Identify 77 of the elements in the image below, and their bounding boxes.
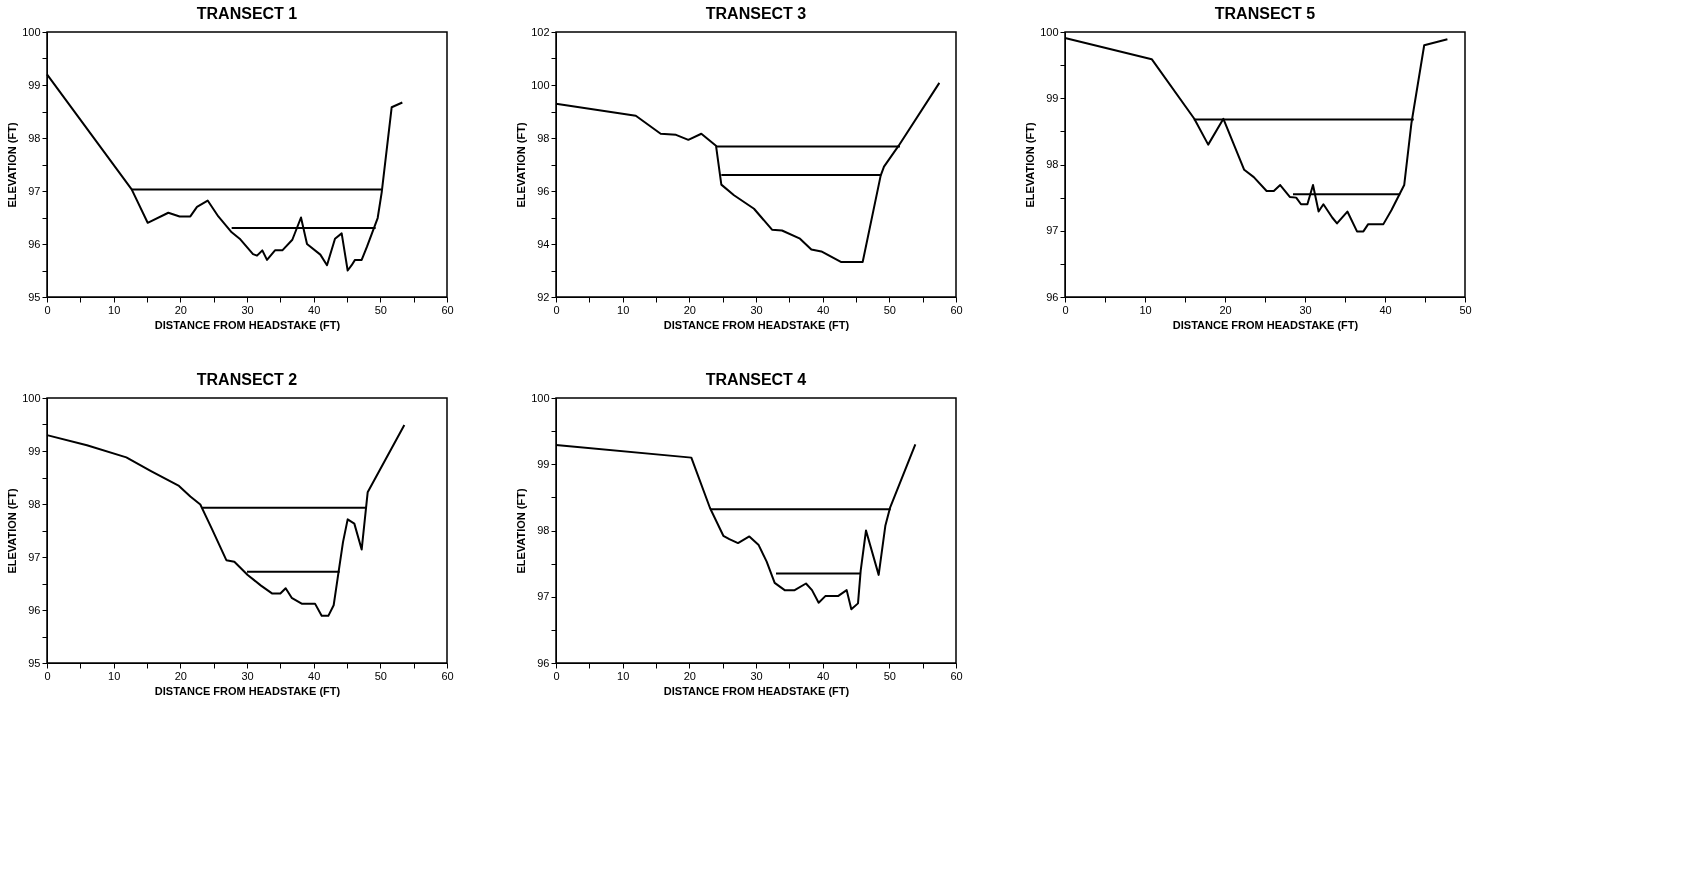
chart-title: TRANSECT 3 [705, 5, 807, 22]
y-tick-label: 99 [1046, 91, 1059, 104]
x-tick-label: 30 [241, 669, 254, 682]
x-tick-label: 40 [1379, 303, 1392, 316]
x-tick-label: 10 [108, 669, 121, 682]
x-tick-label: 0 [44, 303, 51, 316]
y-tick-label: 99 [28, 78, 41, 91]
y-tick-label: 102 [531, 25, 550, 38]
y-axis-title: ELEVATION (FT) [515, 488, 528, 574]
y-tick-label: 96 [28, 603, 41, 616]
x-tick-label: 40 [308, 669, 321, 682]
x-tick-label: 30 [750, 669, 763, 682]
y-tick-label: 100 [22, 391, 41, 404]
y-axis-title: ELEVATION (FT) [515, 122, 528, 208]
x-tick-label: 0 [553, 669, 560, 682]
x-tick-label: 20 [174, 303, 187, 316]
x-tick-label: 50 [1459, 303, 1472, 316]
x-axis-title: DISTANCE FROM HEADSTAKE (FT) [154, 318, 341, 331]
x-tick-label: 20 [1219, 303, 1232, 316]
y-tick-label: 96 [1046, 290, 1059, 303]
x-axis-title: DISTANCE FROM HEADSTAKE (FT) [663, 684, 850, 697]
y-tick-label: 100 [531, 78, 550, 91]
y-tick-label: 98 [537, 524, 550, 536]
x-tick-label: 20 [683, 669, 696, 682]
x-tick-label: 50 [883, 669, 896, 682]
x-tick-label: 50 [374, 303, 387, 316]
y-tick-label: 96 [28, 237, 41, 250]
y-tick-label: 96 [537, 656, 550, 669]
x-axis-title: DISTANCE FROM HEADSTAKE (FT) [154, 684, 341, 697]
x-tick-label: 60 [441, 303, 454, 316]
y-tick-label: 97 [28, 550, 41, 563]
x-tick-label: 60 [950, 303, 963, 316]
x-tick-label: 30 [241, 303, 254, 316]
x-tick-label: 60 [441, 669, 454, 682]
y-tick-label: 92 [537, 290, 550, 303]
x-tick-label: 20 [683, 303, 696, 316]
chart-title: TRANSECT 5 [1214, 5, 1316, 22]
x-tick-label: 40 [308, 303, 321, 316]
x-tick-label: 60 [950, 669, 963, 682]
x-tick-label: 10 [1139, 303, 1152, 316]
y-tick-label: 100 [531, 391, 550, 404]
y-tick-label: 97 [28, 184, 41, 197]
y-tick-label: 99 [537, 457, 550, 470]
y-axis-title: ELEVATION (FT) [6, 488, 19, 574]
y-axis-title: ELEVATION (FT) [6, 122, 19, 208]
x-tick-label: 10 [617, 669, 630, 682]
x-tick-label: 0 [44, 669, 51, 682]
x-tick-label: 10 [108, 303, 121, 316]
x-tick-label: 50 [883, 303, 896, 316]
y-tick-label: 99 [28, 444, 41, 457]
x-tick-label: 40 [817, 303, 830, 316]
y-tick-label: 98 [28, 131, 41, 144]
x-tick-label: 30 [750, 303, 763, 316]
y-tick-label: 96 [537, 184, 550, 197]
chart-title: TRANSECT 4 [705, 371, 807, 388]
y-tick-label: 98 [1046, 158, 1059, 170]
y-tick-label: 98 [537, 131, 550, 144]
x-tick-label: 40 [817, 669, 830, 682]
y-tick-label: 98 [28, 497, 41, 510]
x-tick-label: 10 [617, 303, 630, 316]
x-tick-label: 0 [553, 303, 560, 316]
x-axis-title: DISTANCE FROM HEADSTAKE (FT) [663, 318, 850, 331]
x-tick-label: 20 [174, 669, 187, 682]
chart-title: TRANSECT 2 [196, 371, 298, 388]
y-axis-title: ELEVATION (FT) [1024, 122, 1037, 208]
y-tick-label: 95 [28, 290, 41, 303]
chart-title: TRANSECT 1 [196, 5, 298, 22]
y-tick-label: 97 [537, 590, 550, 603]
y-tick-label: 97 [1046, 224, 1059, 237]
x-axis-title: DISTANCE FROM HEADSTAKE (FT) [1172, 318, 1359, 331]
y-tick-label: 100 [22, 25, 41, 38]
y-tick-label: 95 [28, 656, 41, 669]
x-tick-label: 30 [1299, 303, 1312, 316]
y-tick-label: 94 [537, 237, 550, 250]
y-tick-label: 100 [1040, 25, 1059, 38]
x-tick-label: 0 [1062, 303, 1069, 316]
x-tick-label: 50 [374, 669, 387, 682]
